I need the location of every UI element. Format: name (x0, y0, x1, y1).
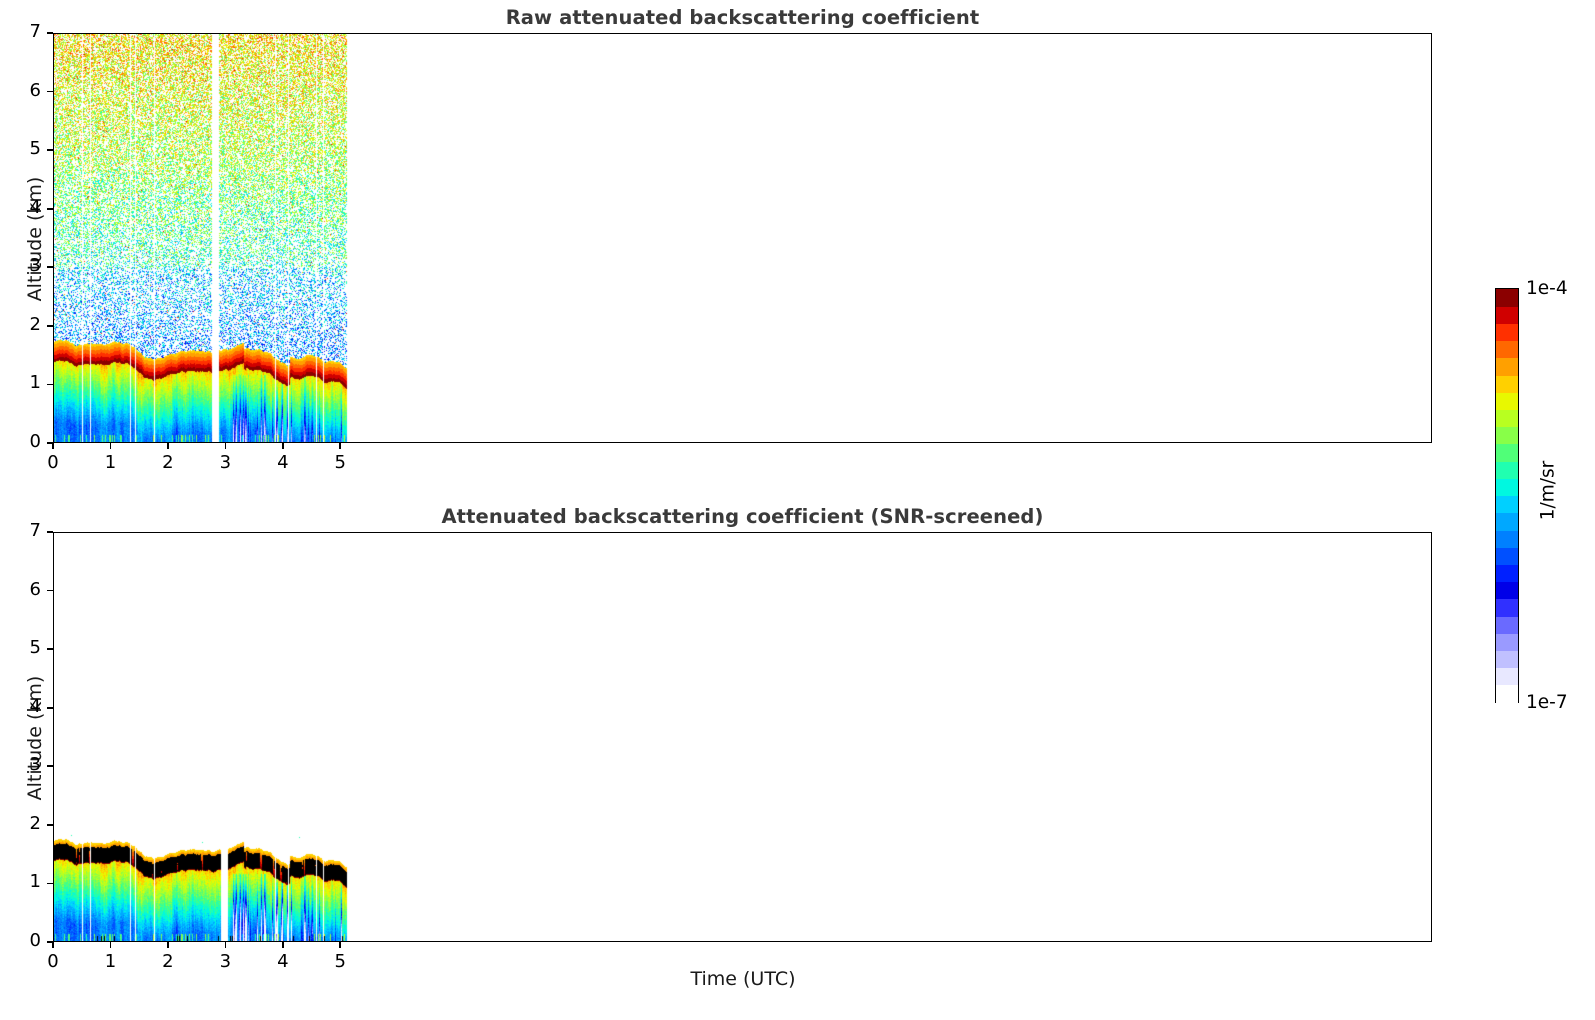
x-tick-label-1-3: 3 (219, 951, 232, 972)
x-tick-mark (282, 443, 284, 449)
colorbar-segment (1496, 461, 1518, 479)
colorbar-segment (1496, 650, 1518, 669)
colorbar-segment (1496, 357, 1518, 376)
colorbar-segment (1496, 478, 1518, 497)
y-tick-label-1-4: 4 (29, 695, 41, 717)
colorbar-max-label: 1e-4 (1526, 278, 1568, 299)
y-tick-label-1-5: 5 (29, 637, 41, 659)
panel-snr-screened: Attenuated backscattering coefficient (S… (0, 500, 1595, 1020)
colorbar-segment (1496, 323, 1518, 342)
colorbar-segment (1496, 289, 1518, 307)
y-tick-mark (47, 207, 53, 210)
colorbar-segment (1496, 633, 1518, 651)
y-tick-mark (47, 824, 53, 826)
y-tick-mark (47, 531, 53, 533)
x-tick-label-1-4: 4 (277, 951, 289, 972)
x-tick-label-1-0: 0 (47, 951, 59, 972)
x-tick-mark (52, 443, 54, 449)
heatmap-raw-backscatter (54, 34, 348, 442)
colorbar-segment (1496, 581, 1518, 600)
y-tick-mark (47, 266, 53, 269)
y-tick-mark (47, 706, 53, 709)
colorbar-segment (1496, 667, 1518, 686)
x-tick-mark (167, 942, 169, 948)
x-tick-mark (224, 443, 227, 449)
colorbar-segment (1496, 547, 1518, 565)
y-tick-label-1-1: 1 (29, 871, 41, 893)
x-tick-mark (224, 942, 227, 948)
y-tick-mark (47, 325, 53, 327)
x-tick-label-0-1: 1 (104, 452, 117, 473)
colorbar-segment (1496, 375, 1518, 393)
x-tick-label-1-2: 2 (162, 951, 174, 972)
x-tick-mark (109, 443, 112, 449)
x-tick-mark (167, 443, 169, 449)
y-tick-label-1-7: 7 (29, 520, 41, 541)
colorbar-segment (1496, 598, 1518, 617)
x-tick-mark (282, 942, 284, 948)
y-tick-label-0-2: 2 (29, 313, 41, 335)
heatmap-snr-screened (54, 533, 348, 941)
xlabel-time: Time (UTC) (690, 968, 796, 990)
x-tick-label-0-0: 0 (47, 452, 59, 473)
x-tick-label-0-3: 3 (219, 452, 232, 473)
y-tick-mark (47, 589, 53, 592)
colorbar-segment (1496, 426, 1518, 445)
y-tick-label-0-7: 7 (29, 21, 41, 42)
y-tick-label-0-6: 6 (29, 79, 41, 101)
colorbar-segment (1496, 564, 1518, 583)
colorbar-segment (1496, 684, 1518, 703)
colorbar-segment (1496, 340, 1518, 359)
y-tick-label-1-2: 2 (29, 812, 41, 834)
x-tick-label-0-2: 2 (162, 452, 174, 473)
y-tick-label-0-5: 5 (29, 138, 41, 160)
y-tick-label-0-0: 0 (29, 431, 41, 452)
y-tick-label-1-6: 6 (29, 578, 41, 600)
y-tick-mark (47, 383, 53, 386)
x-tick-mark (52, 942, 54, 948)
colorbar-segment (1496, 512, 1518, 531)
y-tick-label-1-3: 3 (29, 754, 41, 776)
x-tick-label-1-5: 5 (334, 951, 346, 972)
y-tick-mark (47, 648, 53, 651)
colorbar-segment (1496, 392, 1518, 411)
y-tick-mark (47, 149, 53, 152)
colorbar-segment (1496, 615, 1518, 634)
colorbar-segment (1496, 443, 1518, 462)
x-tick-label-0-4: 4 (277, 452, 289, 473)
colorbar-min-label: 1e-7 (1526, 692, 1568, 713)
y-tick-label-0-4: 4 (29, 196, 41, 218)
y-tick-mark (47, 765, 53, 768)
colorbar-segment (1496, 495, 1518, 514)
colorbar-segment (1496, 306, 1518, 325)
panel-title-snr: Attenuated backscattering coefficient (S… (441, 505, 1044, 528)
colorbar-segment (1496, 409, 1518, 428)
x-tick-label-1-1: 1 (104, 951, 117, 972)
panel-raw-backscatter: Raw attenuated backscattering coefficien… (0, 0, 1595, 500)
colorbar-segment (1496, 529, 1518, 548)
y-tick-mark (47, 882, 53, 885)
y-tick-mark (47, 941, 53, 943)
y-tick-label-0-1: 1 (29, 372, 41, 394)
y-tick-mark (47, 90, 53, 93)
colorbar-strip (1495, 288, 1519, 703)
colorbar-axis-label: 1/m/sr (1537, 460, 1559, 521)
colorbar: 1e-4 1e-7 1/m/sr (1480, 270, 1595, 720)
y-tick-mark (47, 32, 53, 34)
panel-title-raw: Raw attenuated backscattering coefficien… (505, 6, 980, 29)
y-tick-label-0-3: 3 (29, 255, 41, 277)
x-tick-mark (109, 942, 112, 948)
y-tick-label-1-0: 0 (29, 930, 41, 951)
x-tick-mark (339, 942, 342, 948)
x-tick-label-0-5: 5 (334, 452, 346, 473)
x-tick-mark (339, 443, 342, 449)
y-tick-mark (47, 442, 53, 444)
